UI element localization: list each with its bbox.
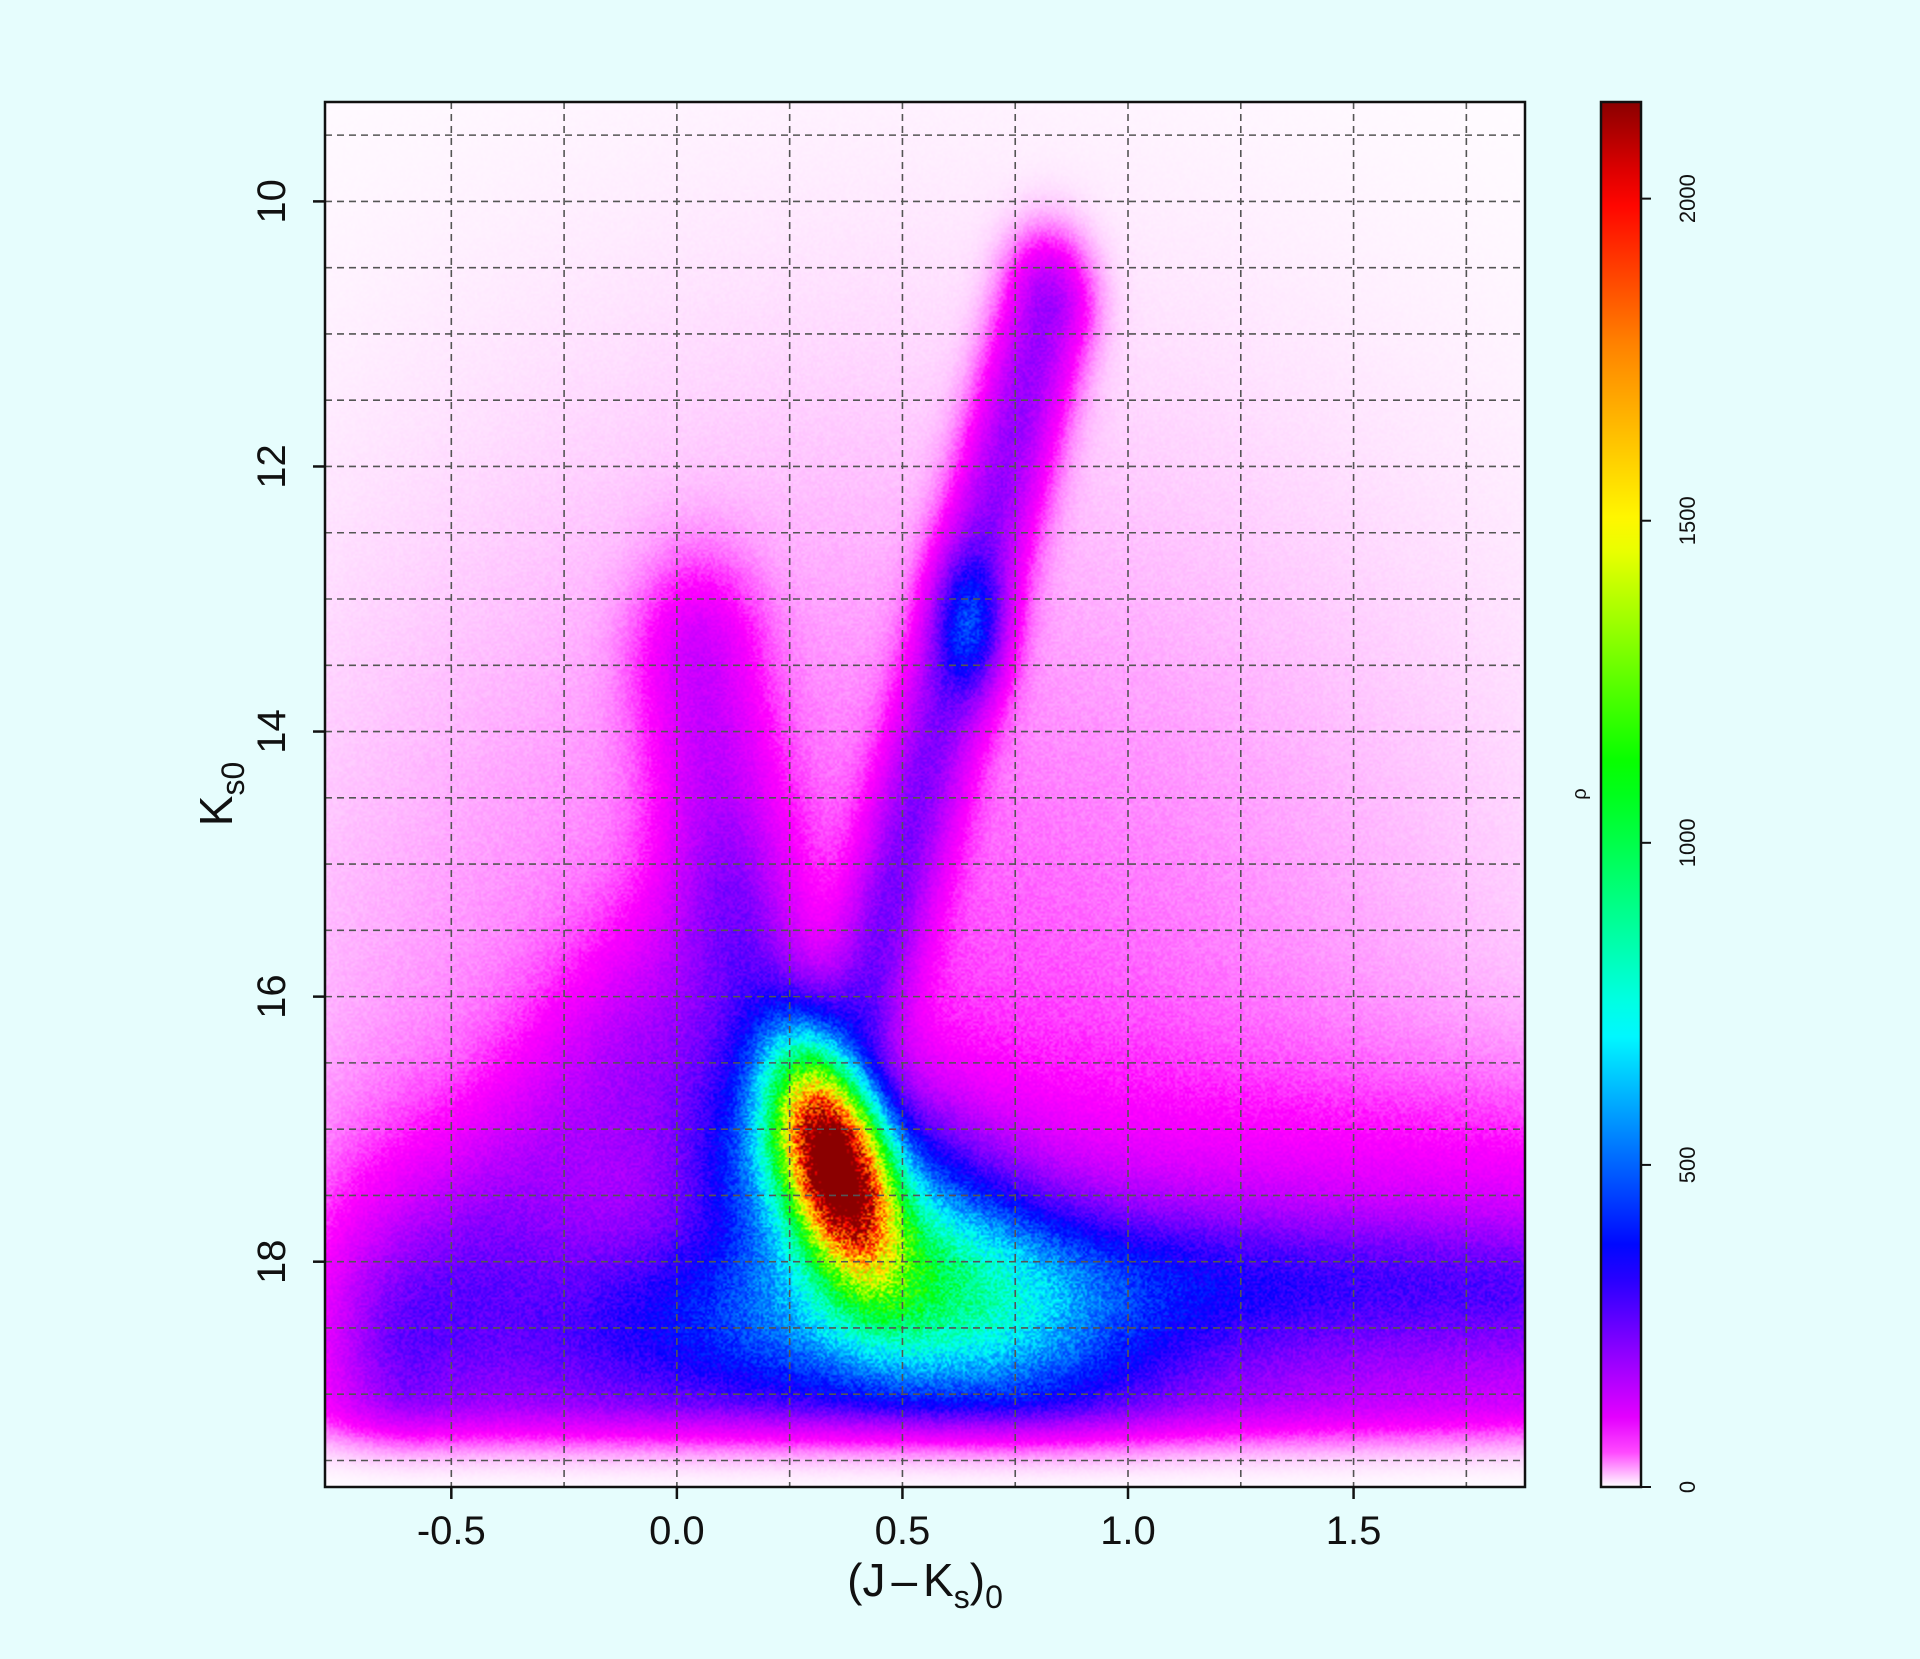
colorbar-gradient [1601,102,1641,1487]
colorbar-tick-label: 2000 [1675,174,1700,223]
x-tick-label: 0.5 [875,1509,931,1553]
colorbar-tick-label: 1500 [1675,496,1700,545]
colorbar-ticks: 0 500 1000 1500 2000 [1641,174,1700,1493]
y-tick-label: 14 [250,709,294,754]
x-tick-label: -0.5 [417,1509,486,1553]
density-heatmap-container [325,102,1525,1487]
colorbar-tick-label: 0 [1675,1481,1700,1493]
colorbar-tick-label: 1000 [1675,818,1700,867]
colorbar-frame [1599,100,1643,1489]
colorbar: 0 500 1000 1500 2000 ρ [1569,100,1700,1493]
y-tick-label: 18 [250,1239,294,1284]
y-axis-title: Ks0 [190,762,251,826]
plot-frame [323,100,1527,1489]
y-tick-label: 10 [250,179,294,224]
x-axis-title: (J – Ks)0 [847,1554,1003,1615]
colorbar-label: ρ [1569,788,1591,799]
density-heatmap [325,102,1525,1487]
plot-area: -0.5 0.0 0.5 1.0 1.5 10 12 14 16 18 [250,100,1527,1553]
y-axis-ticks: 10 12 14 16 18 [250,179,325,1284]
y-tick-label: 16 [250,974,294,1019]
colorbar-tick-label: 500 [1675,1147,1700,1184]
x-tick-label: 1.0 [1100,1509,1156,1553]
grid-lines [325,102,1525,1487]
x-tick-label: 1.5 [1326,1509,1382,1553]
y-tick-label: 12 [250,444,294,489]
x-tick-label: 0.0 [649,1509,705,1553]
x-axis-ticks: -0.5 0.0 0.5 1.0 1.5 [417,1487,1382,1553]
